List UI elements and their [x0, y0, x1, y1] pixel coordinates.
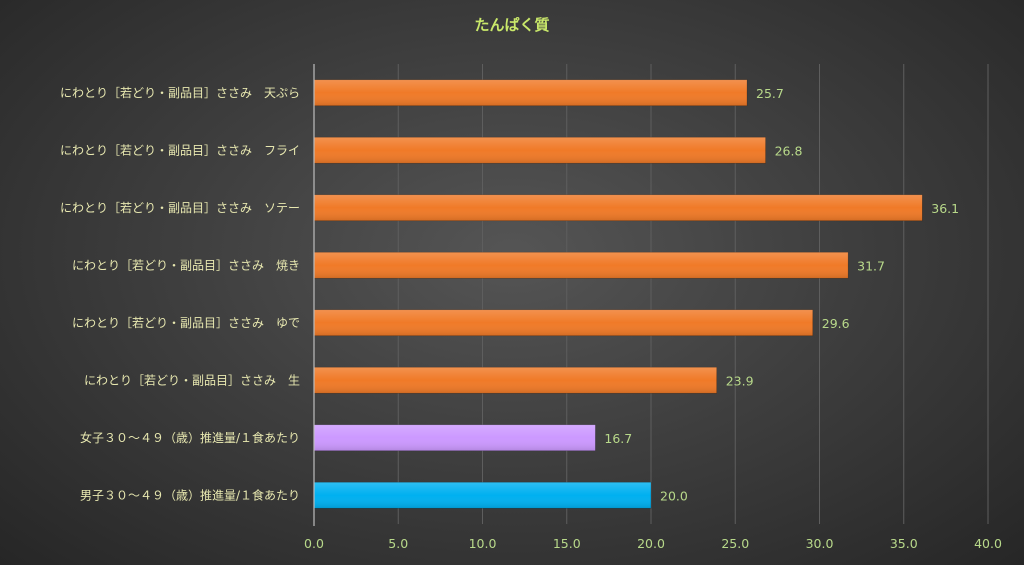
labels: 0.0 5.0 10.0 15.0 20.0 25.0 30.0 35.0 40.0 25.7 にわ… — [60, 86, 1002, 551]
x-tick-label: 25.0 — [721, 536, 749, 551]
bars — [313, 79, 923, 509]
bar-highlight — [314, 252, 849, 279]
category-label: 男子３０～４９（歳）推進量/１食あたり — [80, 487, 300, 502]
x-tick-label: 40.0 — [974, 536, 1002, 551]
gridlines — [397, 64, 989, 524]
data-label: 36.1 — [931, 201, 959, 216]
category-label: にわとり［若どり・副品目］ささみ ソテー — [60, 201, 300, 215]
bar-highlight — [314, 137, 766, 164]
category-label: にわとり［若どり・副品目］ささみ 天ぷら — [60, 86, 300, 100]
bar-highlight — [314, 309, 813, 336]
category-label: 女子３０～４９（歳）推進量/１食あたり — [80, 430, 300, 445]
x-tick-label: 10.0 — [469, 536, 497, 551]
x-tick-label: 30.0 — [806, 536, 834, 551]
data-label: 26.8 — [775, 143, 803, 158]
data-label: 25.7 — [756, 86, 784, 101]
category-label: にわとり［若どり・副品目］ささみ フライ — [60, 143, 300, 157]
bar-highlight — [314, 79, 748, 106]
data-label: 16.7 — [604, 431, 632, 446]
bar-highlight — [314, 367, 717, 394]
category-label: にわとり［若どり・副品目］ささみ 生 — [84, 373, 300, 387]
data-label: 29.6 — [822, 316, 850, 331]
bar-highlight — [314, 482, 651, 509]
bar-highlight — [314, 424, 596, 451]
category-label: にわとり［若どり・副品目］ささみ ゆで — [72, 316, 300, 330]
bar-highlight — [314, 194, 923, 221]
x-tick-label: 15.0 — [553, 536, 581, 551]
category-label: にわとり［若どり・副品目］ささみ 焼き — [72, 258, 300, 272]
x-tick-label: 35.0 — [890, 536, 918, 551]
x-tick-label: 20.0 — [637, 536, 665, 551]
data-label: 23.9 — [726, 373, 754, 388]
data-label: 20.0 — [660, 488, 688, 503]
chart-title: たんぱく質 — [474, 16, 550, 34]
x-tick-label: 5.0 — [388, 536, 408, 551]
data-label: 31.7 — [857, 258, 885, 273]
x-tick-label: 0.0 — [304, 536, 324, 551]
